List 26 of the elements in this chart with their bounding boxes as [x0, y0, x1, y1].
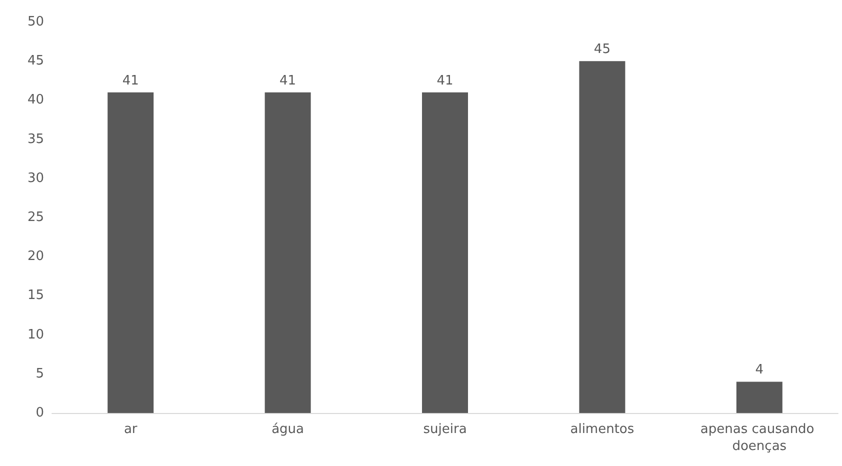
y-tick-label: 20 — [27, 249, 44, 264]
bar — [264, 92, 311, 413]
y-tick-label: 10 — [27, 327, 44, 342]
bar — [422, 92, 468, 413]
data-label: 41 — [436, 73, 454, 88]
y-tick-label: 30 — [27, 170, 44, 186]
y-tick-label: 40 — [27, 92, 44, 108]
x-tick-label: ar — [124, 422, 138, 437]
bar — [108, 92, 154, 413]
bar — [579, 61, 626, 413]
y-tick-label: 5 — [36, 366, 44, 382]
y-tick-label: 50 — [27, 14, 44, 30]
x-tick-label: apenas causando doenças — [700, 422, 818, 454]
bar — [736, 382, 782, 413]
data-label: 41 — [280, 73, 296, 88]
y-tick-label: 25 — [27, 210, 44, 225]
x-tick-label: sujeira — [423, 422, 467, 437]
y-tick-label: 45 — [27, 54, 44, 69]
y-tick-label: 0 — [36, 406, 44, 420]
data-label: 4 — [755, 362, 764, 378]
x-tick-label: água — [272, 422, 304, 437]
y-tick-label: 35 — [27, 132, 44, 147]
data-label: 45 — [594, 42, 610, 58]
data-label: 41 — [122, 73, 139, 88]
y-tick-label: 15 — [27, 288, 44, 304]
x-tick-label: alimentos — [570, 422, 634, 437]
